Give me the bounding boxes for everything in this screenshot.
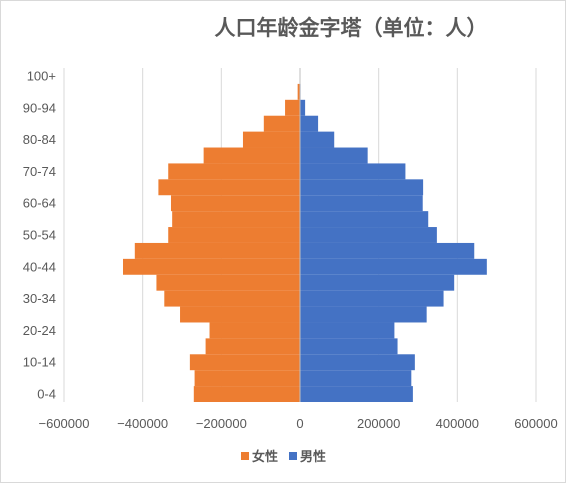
male-bar-35-39 <box>300 275 454 291</box>
y-tick-label: 80-84 <box>23 132 56 147</box>
male-bar-75-79 <box>300 148 368 164</box>
y-tick-label: 40-44 <box>23 259 56 274</box>
female-legend-label: 女性 <box>252 449 278 465</box>
female-legend-swatch <box>241 452 249 460</box>
female-bar-35-39 <box>156 275 300 291</box>
female-bar-25-29 <box>180 307 300 323</box>
male-bar-15-19 <box>300 338 398 354</box>
male-bar-5-9 <box>300 370 411 386</box>
male-bar-85-89 <box>300 116 318 132</box>
female-bar-20-24 <box>210 322 300 338</box>
male-bar-80-84 <box>300 132 334 148</box>
female-bar-85-89 <box>264 116 300 132</box>
x-tick-label: −400000 <box>117 416 168 431</box>
female-bar-90-94 <box>285 100 300 116</box>
male-bar-0-4 <box>300 386 413 402</box>
x-tick-label: 0 <box>296 416 303 431</box>
x-tick-label: 200000 <box>357 416 400 431</box>
y-tick-label: 90-94 <box>23 100 56 115</box>
female-bar-10-14 <box>190 354 300 370</box>
female-bar-70-74 <box>168 163 300 179</box>
y-tick-label: 30-34 <box>23 291 56 306</box>
y-tick-label: 10-14 <box>23 355 56 370</box>
y-tick-label: 70-74 <box>23 164 56 179</box>
male-bar-20-24 <box>300 322 394 338</box>
male-bar-55-59 <box>300 211 428 227</box>
chart-title: 人口年龄金字塔（单位：人） <box>215 15 488 40</box>
y-tick-label: 50-54 <box>23 228 56 243</box>
male-bar-70-74 <box>300 163 405 179</box>
male-bar-40-44 <box>300 259 487 275</box>
male-bar-30-34 <box>300 291 444 307</box>
male-bar-60-64 <box>300 195 423 211</box>
female-bar-60-64 <box>171 195 300 211</box>
x-tick-label: −200000 <box>196 416 247 431</box>
female-bar-15-19 <box>206 338 300 354</box>
female-bar-65-69 <box>158 179 300 195</box>
female-bar-0-4 <box>194 386 300 402</box>
y-tick-label: 0-4 <box>37 387 56 402</box>
y-tick-label: 60-64 <box>23 196 56 211</box>
male-legend-swatch <box>289 452 297 460</box>
female-bar-5-9 <box>195 370 300 386</box>
male-bar-10-14 <box>300 354 415 370</box>
male-bar-50-54 <box>300 227 437 243</box>
x-tick-label: 400000 <box>436 416 479 431</box>
male-legend-label: 男性 <box>300 449 326 465</box>
male-bar-65-69 <box>300 179 423 195</box>
female-bar-75-79 <box>204 148 300 164</box>
y-tick-label: 100+ <box>27 68 56 83</box>
male-bar-25-29 <box>300 307 427 323</box>
y-tick-label: 20-24 <box>23 323 56 338</box>
female-bar-30-34 <box>164 291 300 307</box>
x-tick-label: 600000 <box>514 416 557 431</box>
male-bar-45-49 <box>300 243 474 259</box>
female-bar-40-44 <box>123 259 300 275</box>
female-bar-80-84 <box>243 132 300 148</box>
female-bar-50-54 <box>168 227 300 243</box>
female-bar-45-49 <box>135 243 300 259</box>
x-tick-label: −600000 <box>39 416 90 431</box>
male-bar-90-94 <box>300 100 305 116</box>
female-bar-55-59 <box>172 211 300 227</box>
